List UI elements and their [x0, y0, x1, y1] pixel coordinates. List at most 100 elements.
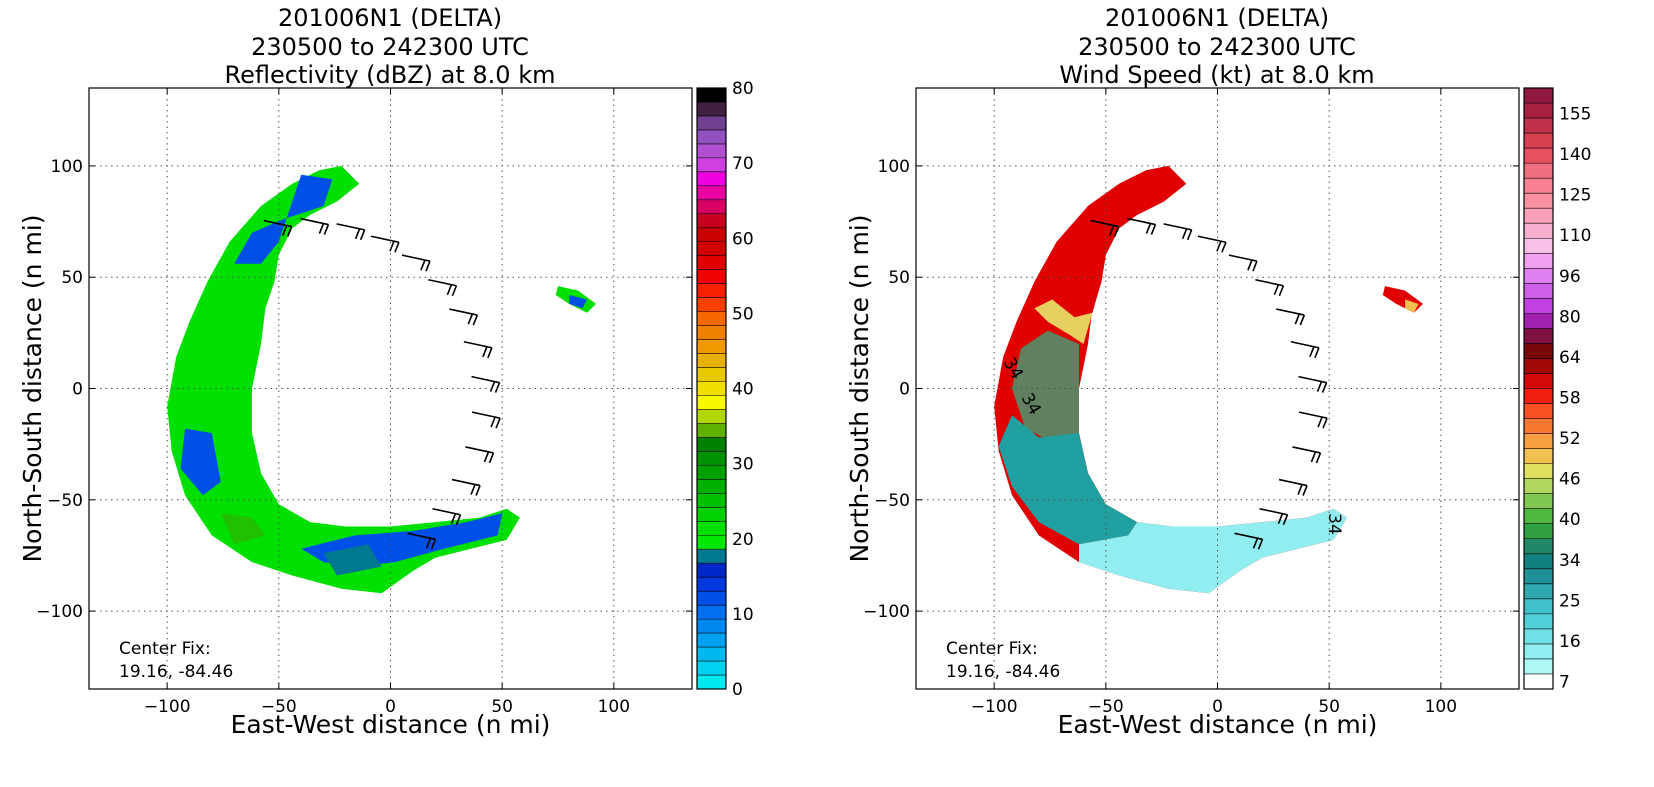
- colorbar-segment: [697, 269, 726, 285]
- colorbar-segment: [697, 129, 726, 145]
- y-axis-label: North-South distance (n mi): [18, 214, 47, 562]
- colorbar-segment: [1524, 208, 1553, 224]
- colorbar-segment: [697, 619, 726, 634]
- wind-barbs: [263, 217, 501, 550]
- colorbar-segment: [697, 255, 726, 271]
- colorbar-tick-label: 40: [1559, 510, 1581, 530]
- colorbar-tick-label: 140: [1559, 145, 1591, 165]
- colorbar-segment: [697, 647, 726, 662]
- echo-north-core: [234, 174, 333, 264]
- echo-cyan: [1079, 508, 1347, 594]
- colorbar-tick-label: 40: [732, 380, 754, 400]
- y-tick-label: 100: [51, 157, 83, 177]
- echo-east-core: [1405, 299, 1419, 313]
- title-line-2: 230500 to 242300 UTC: [1078, 32, 1356, 61]
- colorbar-segment: [697, 241, 726, 257]
- x-tick-label: 100: [598, 697, 630, 717]
- colorbar-segment: [1524, 508, 1553, 525]
- title-line-3: Reflectivity (dBZ) at 8.0 km: [224, 61, 556, 89]
- colorbar-segment: [697, 661, 726, 676]
- colorbar-segment: [697, 451, 726, 466]
- colorbar-segment: [1524, 223, 1553, 239]
- colorbar-segment: [1524, 253, 1553, 269]
- colorbar-tick-label: 110: [1559, 226, 1591, 246]
- title-line-1: 201006N1 (DELTA): [1104, 4, 1330, 32]
- colorbar-tick-label: 80: [1559, 307, 1581, 327]
- y-axis-label: North-South distance (n mi): [845, 214, 874, 562]
- colorbar-segment: [697, 185, 726, 201]
- colorbar-segment: [697, 479, 726, 494]
- colorbar-segment: [1524, 448, 1553, 465]
- colorbar-segment: [697, 633, 726, 648]
- x-tick-label: 50: [491, 697, 513, 717]
- echo-east-cell: [1382, 286, 1423, 313]
- echo-field: [167, 165, 596, 594]
- echo-teal: [998, 415, 1138, 545]
- colorbar-segment: [1524, 478, 1553, 495]
- colorbar-segment: [1524, 268, 1553, 284]
- echo-west-core: [180, 428, 221, 496]
- colorbar-segment: [697, 437, 726, 452]
- colorbar-segment: [697, 605, 726, 620]
- colorbar-segment: [1524, 613, 1553, 630]
- y-tick-label: −50: [874, 491, 910, 511]
- colorbar-segment: [697, 465, 726, 480]
- y-tick-label: 50: [61, 268, 83, 288]
- colorbar-segment: [1524, 238, 1553, 254]
- y-tick-label: 0: [72, 380, 83, 400]
- colorbar-segment: [697, 115, 726, 131]
- center-fix-line: 19.16, -84.46: [946, 662, 1060, 682]
- colorbar-segment: [1524, 463, 1553, 480]
- colorbar-segment: [697, 311, 726, 327]
- colorbar-segment: [1524, 628, 1553, 645]
- colorbar-segment: [1524, 433, 1553, 449]
- colorbar-segment: [1524, 643, 1553, 660]
- echo-field: [994, 165, 1423, 594]
- colorbar-frame: [1523, 87, 1554, 690]
- colorbar-segment: [697, 157, 726, 173]
- colorbar-segment: [697, 171, 726, 187]
- chart-title: 201006N1 (DELTA) 230500 to 242300 UTC Re…: [88, 4, 692, 90]
- colorbar-segment: [697, 423, 726, 438]
- colorbar-tick-label: 34: [1559, 551, 1581, 571]
- colorbar-segment: [1524, 163, 1553, 179]
- colorbar-tick-label: 46: [1559, 470, 1581, 490]
- echo-southwest: [220, 513, 266, 545]
- colorbar-segment: [1524, 583, 1553, 600]
- colorbar-segment: [1524, 283, 1553, 299]
- colorbar-tick-label: 16: [1559, 632, 1581, 652]
- x-tick-label: 0: [1212, 697, 1223, 717]
- echo-olive: [1012, 330, 1079, 447]
- y-tick-label: 100: [878, 157, 910, 177]
- colorbar-segment: [697, 213, 726, 229]
- colorbar-tick-label: 60: [732, 229, 754, 249]
- colorbar-tick-label: 125: [1559, 186, 1591, 206]
- colorbar-segment: [697, 563, 726, 578]
- colorbar-segment: [1524, 598, 1553, 615]
- colorbar-segment: [1524, 403, 1553, 419]
- wind-speed-panel: 201006N1 (DELTA) 230500 to 242300 UTC Wi…: [827, 0, 1654, 787]
- title-line-3: Wind Speed (kt) at 8.0 km: [1059, 61, 1375, 89]
- colorbar-tick-label: 0: [732, 680, 743, 700]
- colorbar-tick-label: 64: [1559, 348, 1581, 368]
- colorbar-segment: [1524, 148, 1553, 164]
- colorbar-segment: [1524, 658, 1553, 675]
- center-fix-line: 19.16, -84.46: [119, 662, 233, 682]
- colorbar-tick-label: 20: [732, 530, 754, 550]
- colorbar-segment: [697, 297, 726, 313]
- x-tick-label: 50: [1318, 697, 1340, 717]
- center-fix-line: Center Fix:: [946, 639, 1038, 659]
- center-fix-line: Center Fix:: [119, 639, 211, 659]
- echo-main-band: [167, 165, 520, 594]
- wind-barbs: [1090, 217, 1328, 550]
- colorbar-tick-label: 30: [732, 455, 754, 475]
- colorbar-frame: [696, 87, 727, 690]
- colorbar-segment: [1524, 418, 1553, 434]
- colorbar-tick-label: 80: [732, 79, 754, 99]
- grid: [89, 88, 692, 689]
- colorbar: 7 16 25 34 40 46 52 58 64 80 96 110 125 140 155: [1523, 87, 1591, 692]
- colorbar-segment: [697, 521, 726, 536]
- colorbar-segment: [1524, 118, 1553, 134]
- title-line-2: 230500 to 242300 UTC: [251, 32, 529, 61]
